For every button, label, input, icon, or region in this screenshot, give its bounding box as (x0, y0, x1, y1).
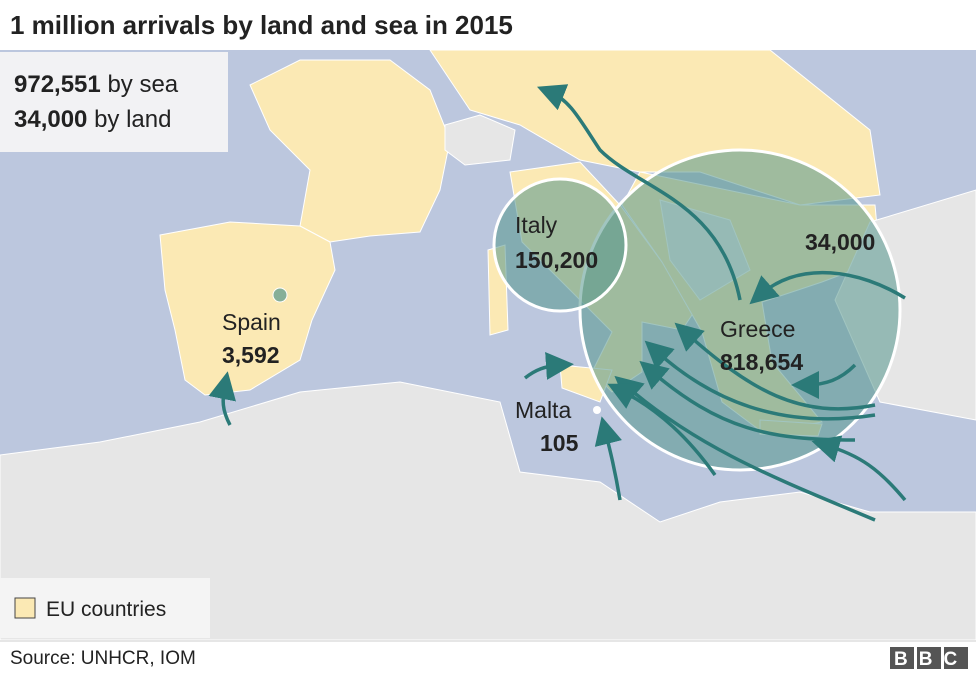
route-arrows (208, 84, 907, 522)
summary-label: by sea (107, 71, 178, 98)
bbc-logo: BBC (894, 649, 968, 670)
summary-label: by land (94, 106, 171, 133)
location-name: Malta (515, 397, 571, 423)
location-name: Italy (515, 212, 558, 238)
land-route-label: 34,000 (805, 229, 875, 255)
summary-value: 34,000 (14, 106, 87, 133)
legend-swatch (14, 597, 36, 619)
location-value: 818,654 (720, 349, 803, 375)
source: Source: UNHCR, IOM (10, 648, 196, 669)
location-value: 3,592 (222, 342, 280, 368)
map (0, 49, 976, 641)
summary-line: 34,000 by land (14, 106, 171, 133)
legend-label: EU countries (46, 598, 166, 621)
summary-line: 972,551 by sea (14, 71, 179, 98)
location-value: 150,200 (515, 247, 598, 273)
location-name: Greece (720, 316, 795, 342)
location-value: 105 (540, 430, 579, 456)
location-name: Spain (222, 309, 281, 335)
title: 1 million arrivals by land and sea in 20… (10, 10, 513, 40)
summary-value: 972,551 (14, 71, 101, 98)
